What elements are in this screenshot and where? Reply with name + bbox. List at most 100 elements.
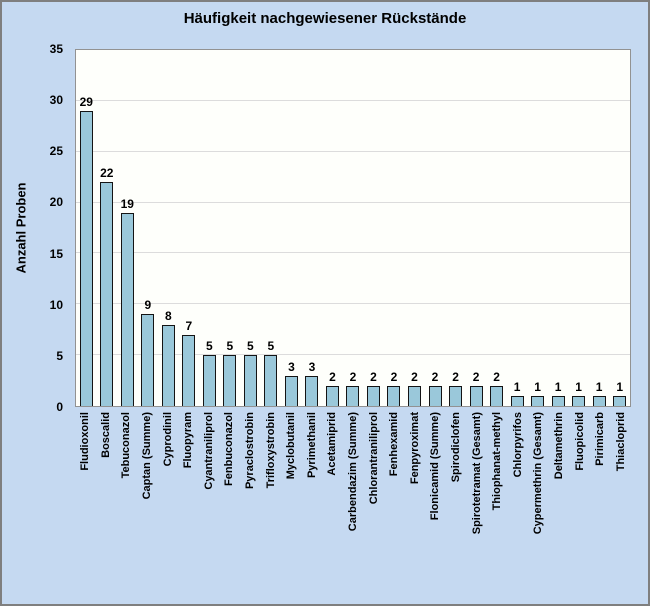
category-label: Pirimicarb — [594, 412, 607, 466]
gridline-10 — [76, 303, 630, 305]
bar — [490, 385, 504, 406]
bar-slot: 5 — [220, 50, 241, 406]
category-label: Fludioxonil — [79, 412, 92, 471]
bar — [449, 385, 463, 406]
y-tick-label: 35 — [49, 42, 63, 56]
category-label: Pyrimethanil — [305, 412, 318, 479]
bars-row: 29 22 19 9 8 7 5 5 5 5 3 3 2 2 2 2 2 2 2 2 2 1 1 1 1 1 1 — [76, 50, 630, 406]
bar-slot: 1 — [527, 50, 548, 406]
bar — [182, 334, 196, 406]
bar-value-label: 5 — [206, 339, 213, 354]
bar — [592, 395, 606, 406]
bar-value-label: 1 — [534, 379, 541, 394]
bar-value-label: 1 — [575, 379, 582, 394]
category-label: Deltamethrin — [552, 412, 565, 480]
bar-slot: 2 — [322, 50, 343, 406]
bar-slot: 1 — [507, 50, 528, 406]
bar — [366, 385, 380, 406]
bar — [387, 385, 401, 406]
gridline-20 — [76, 201, 630, 203]
bar-slot: 2 — [445, 50, 466, 406]
category-label: Fenbuconazol — [223, 412, 236, 486]
category-label: Acetamiprid — [326, 412, 339, 476]
bar-value-label: 1 — [616, 379, 623, 394]
bar-slot: 5 — [240, 50, 261, 406]
gridline-5 — [76, 354, 630, 356]
bar — [202, 355, 216, 406]
bar — [79, 111, 93, 406]
bar-value-label: 22 — [100, 166, 114, 181]
bar-value-label: 2 — [431, 369, 439, 384]
bar-slot: 1 — [568, 50, 589, 406]
bar-slot: 5 — [199, 50, 220, 406]
bar-slot: 3 — [281, 50, 302, 406]
category-label: Chlorantraniliprol — [367, 412, 380, 505]
category-label: Chlorpyrifos — [511, 412, 524, 478]
bar — [551, 395, 565, 406]
bar-slot: 1 — [589, 50, 610, 406]
bar — [161, 324, 175, 406]
category-label: Thiophanat-methyl — [491, 412, 504, 511]
bar-slot: 2 — [384, 50, 405, 406]
category-label: Thiacloprid — [614, 412, 627, 472]
bar-slot: 29 — [76, 50, 97, 406]
x-axis-labels: Fludioxonil Boscalid Tebuconazol Captan (Su… — [75, 412, 631, 604]
category-label: Cyprodinil — [161, 412, 174, 467]
category-label: Fluopicolid — [573, 412, 586, 471]
bar-slot: 2 — [404, 50, 425, 406]
bar — [510, 395, 524, 406]
bar — [120, 212, 134, 406]
category-label: Cyantraniliprol — [202, 412, 215, 490]
bar-value-label: 2 — [411, 369, 418, 384]
bar-value-label: 2 — [329, 369, 336, 384]
category-label: Spirodiclofen — [449, 412, 462, 483]
gridline-30 — [76, 99, 630, 101]
bar-value-label: 2 — [370, 369, 377, 384]
y-axis-tick-labels: 0 5 10 15 20 25 30 35 — [2, 2, 63, 604]
bar-slot: 8 — [158, 50, 179, 406]
bar-value-label: 9 — [144, 298, 152, 313]
category-label: Fluopyram — [182, 412, 195, 469]
bar-value-label: 2 — [493, 369, 500, 384]
y-tick-label: 15 — [49, 246, 63, 261]
y-tick-label: 25 — [49, 144, 63, 159]
category-label: Cypermethrin (Gesamt) — [532, 412, 545, 535]
plot-area: 29 22 19 9 8 7 5 5 5 5 3 3 2 2 2 2 2 2 2 2 2 1 1 1 1 1 1 — [75, 49, 631, 407]
bar-value-label: 8 — [164, 308, 172, 323]
y-tick-label: 20 — [49, 195, 63, 210]
bar — [100, 182, 114, 406]
bar-value-label: 5 — [267, 339, 275, 354]
bar — [284, 375, 298, 406]
bar — [305, 375, 319, 406]
chart-title: Häufigkeit nachgewiesener Rückstände — [183, 10, 467, 27]
category-label: Flonicamid (Summe) — [429, 412, 442, 521]
bar-value-label: 2 — [452, 369, 459, 384]
category-label: Boscalid — [99, 412, 112, 458]
bar — [264, 355, 278, 406]
bar — [325, 385, 339, 406]
bar-value-label: 2 — [349, 369, 357, 384]
bar-slot: 5 — [261, 50, 282, 406]
category-label: Fenhexamid — [388, 412, 401, 477]
bar-slot: 2 — [363, 50, 384, 406]
bar — [613, 395, 627, 406]
bar-value-label: 1 — [554, 379, 562, 394]
bar-value-label: 1 — [513, 379, 521, 394]
y-tick-label: 10 — [49, 297, 63, 312]
bar-value-label: 19 — [120, 196, 134, 211]
bar-slot: 1 — [609, 50, 630, 406]
bar-slot: 3 — [302, 50, 323, 406]
bar — [223, 355, 237, 406]
bar — [408, 385, 421, 406]
category-label: Carbendazim (Summe) — [347, 412, 359, 532]
category-label: Tebuconazol — [120, 412, 133, 479]
bar-slot: 2 — [466, 50, 487, 406]
bar-value-label: 1 — [595, 379, 603, 394]
bar-value-label: 7 — [185, 318, 193, 333]
bar-slot: 19 — [117, 50, 138, 406]
category-label: Pyraclostrobin — [244, 412, 257, 490]
y-tick-label: 5 — [56, 348, 63, 363]
bar-slot: 2 — [343, 50, 364, 406]
category-label: Fenpyroximat — [408, 412, 421, 485]
